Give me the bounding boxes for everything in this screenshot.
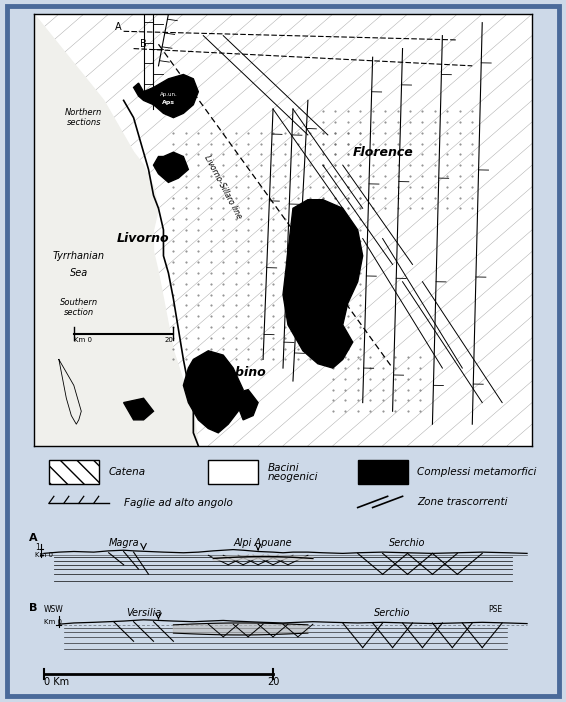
Text: Livorno: Livorno — [117, 232, 170, 245]
Polygon shape — [134, 74, 198, 118]
Polygon shape — [153, 152, 188, 183]
Text: Northern
sections: Northern sections — [65, 108, 102, 127]
Text: Florence: Florence — [352, 146, 413, 159]
Polygon shape — [173, 623, 308, 635]
Text: Southern
section: Southern section — [60, 298, 98, 317]
Text: Km 0: Km 0 — [74, 337, 92, 343]
Text: Km 0: Km 0 — [44, 619, 62, 625]
Text: Sea: Sea — [70, 268, 88, 278]
Text: Magra: Magra — [108, 538, 139, 548]
Text: A: A — [29, 534, 37, 543]
Polygon shape — [213, 555, 313, 560]
Bar — [358, 460, 408, 484]
Text: B: B — [140, 39, 147, 49]
Text: Complessi metamorfici: Complessi metamorfici — [418, 468, 537, 477]
Text: neogenici: neogenici — [268, 472, 319, 482]
Text: Bacini: Bacini — [268, 463, 299, 473]
Text: Versilia: Versilia — [126, 608, 161, 618]
Text: A: A — [115, 22, 122, 32]
Text: Livorno-Sillaro line: Livorno-Sillaro line — [203, 153, 244, 220]
Text: 0 Km: 0 Km — [44, 677, 69, 687]
Polygon shape — [183, 351, 243, 433]
Text: Catena: Catena — [109, 468, 146, 477]
Bar — [49, 460, 98, 484]
Text: Faglie ad alto angolo: Faglie ad alto angolo — [123, 498, 233, 508]
Text: Serchio: Serchio — [374, 608, 411, 618]
Text: Zone trascorrenti: Zone trascorrenti — [418, 497, 508, 507]
Bar — [208, 460, 258, 484]
Text: Alpi Apuane: Alpi Apuane — [234, 538, 293, 548]
Text: Ap.un.: Ap.un. — [160, 92, 177, 97]
Polygon shape — [283, 199, 363, 368]
Text: PSE: PSE — [488, 605, 502, 614]
Text: 1: 1 — [35, 543, 40, 552]
Polygon shape — [123, 398, 153, 420]
Text: 20: 20 — [165, 337, 173, 343]
Text: Aps: Aps — [162, 100, 175, 105]
Text: Piombino: Piombino — [200, 366, 266, 379]
Text: Km 0: Km 0 — [35, 552, 53, 557]
Text: Siena: Siena — [323, 237, 362, 249]
Text: B: B — [29, 603, 37, 614]
Polygon shape — [233, 390, 258, 420]
Text: WSW: WSW — [44, 605, 63, 614]
Text: Tyrrhanian: Tyrrhanian — [53, 251, 105, 261]
Polygon shape — [34, 14, 198, 446]
Text: Serchio: Serchio — [389, 538, 426, 548]
Text: 20: 20 — [267, 677, 279, 687]
